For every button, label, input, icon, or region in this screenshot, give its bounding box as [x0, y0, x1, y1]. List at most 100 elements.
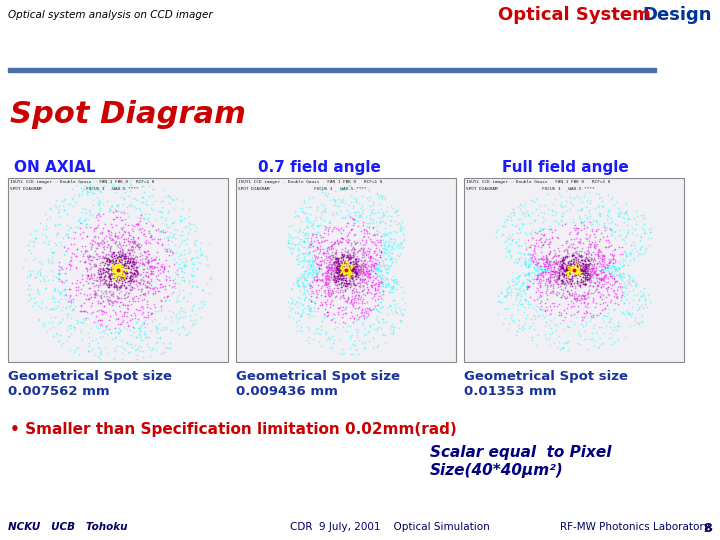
- Point: [53, 269, 64, 278]
- Point: [514, 296, 526, 305]
- Point: [349, 240, 361, 249]
- Point: [588, 289, 599, 298]
- Point: [76, 301, 87, 309]
- Point: [570, 249, 581, 258]
- Point: [312, 244, 324, 252]
- Point: [613, 272, 625, 280]
- Point: [110, 268, 122, 276]
- Point: [77, 251, 89, 260]
- Point: [371, 323, 382, 332]
- Point: [171, 258, 182, 267]
- Point: [375, 236, 387, 245]
- Point: [546, 266, 557, 274]
- Point: [129, 194, 140, 202]
- Point: [101, 267, 112, 276]
- Point: [328, 240, 339, 249]
- Point: [292, 282, 304, 291]
- Point: [357, 268, 369, 277]
- Point: [73, 283, 84, 292]
- Point: [585, 255, 597, 264]
- Point: [328, 310, 340, 319]
- Point: [539, 267, 550, 276]
- Point: [98, 254, 109, 262]
- Point: [360, 313, 372, 321]
- Point: [343, 265, 354, 274]
- Point: [320, 298, 331, 307]
- Point: [370, 251, 382, 259]
- Point: [330, 278, 342, 286]
- Point: [174, 231, 185, 239]
- Point: [600, 322, 612, 330]
- Point: [336, 237, 347, 246]
- Point: [338, 279, 350, 288]
- Point: [514, 271, 526, 279]
- Point: [348, 275, 360, 284]
- Point: [316, 187, 328, 196]
- Point: [609, 226, 621, 235]
- Point: [357, 246, 369, 255]
- Point: [558, 271, 570, 279]
- Point: [589, 254, 600, 263]
- Point: [179, 258, 190, 266]
- Point: [69, 227, 81, 236]
- Point: [350, 272, 361, 280]
- Point: [557, 277, 569, 286]
- Point: [117, 231, 128, 239]
- Point: [354, 288, 365, 296]
- Point: [138, 330, 150, 339]
- Point: [346, 264, 358, 272]
- Point: [158, 185, 169, 194]
- Point: [89, 252, 100, 261]
- Point: [575, 293, 587, 302]
- Point: [97, 280, 109, 288]
- Point: [301, 280, 312, 288]
- Point: [361, 285, 373, 294]
- Point: [331, 253, 343, 262]
- Point: [534, 279, 546, 287]
- Point: [378, 244, 390, 252]
- Point: [24, 269, 35, 278]
- Point: [394, 306, 405, 314]
- Point: [325, 275, 336, 284]
- Point: [127, 227, 139, 235]
- Point: [102, 254, 114, 262]
- Point: [339, 259, 351, 268]
- Point: [542, 190, 554, 198]
- Point: [103, 264, 114, 273]
- Point: [302, 234, 313, 242]
- Point: [607, 274, 618, 282]
- Point: [329, 275, 341, 284]
- Point: [602, 212, 613, 220]
- Point: [181, 330, 193, 339]
- Point: [569, 273, 580, 281]
- Point: [304, 218, 315, 226]
- Point: [307, 231, 318, 240]
- Point: [373, 318, 384, 326]
- Point: [104, 247, 116, 255]
- Point: [343, 267, 355, 276]
- Point: [343, 250, 354, 259]
- Point: [575, 267, 587, 276]
- Point: [305, 267, 316, 276]
- Point: [96, 322, 108, 330]
- Point: [583, 275, 595, 284]
- Point: [579, 276, 590, 285]
- Point: [191, 222, 202, 231]
- Point: [577, 239, 588, 248]
- Point: [544, 246, 555, 255]
- Point: [323, 262, 335, 271]
- Point: [128, 292, 140, 301]
- Point: [397, 230, 409, 238]
- Point: [572, 301, 584, 310]
- Point: [118, 269, 130, 278]
- Point: [573, 266, 585, 274]
- Point: [303, 289, 315, 298]
- Point: [380, 280, 392, 288]
- Point: [350, 194, 361, 203]
- Point: [363, 276, 374, 285]
- Point: [335, 275, 346, 284]
- Point: [97, 297, 109, 306]
- Point: [351, 265, 362, 273]
- Point: [399, 235, 410, 244]
- Point: [575, 267, 587, 276]
